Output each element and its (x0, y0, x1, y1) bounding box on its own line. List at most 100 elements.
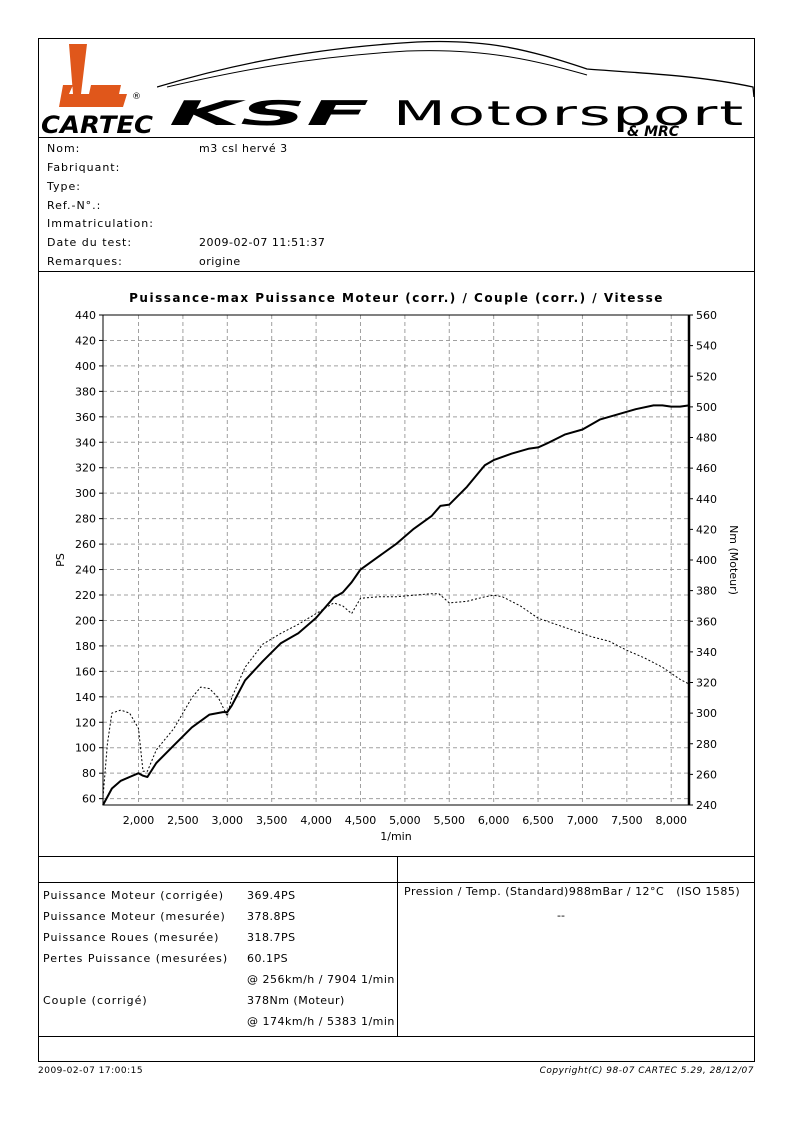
chart-divider (39, 856, 754, 857)
result-label: Puissance Moteur (corrigée) (43, 889, 225, 902)
result-label: Pertes Puissance (mesurées) (43, 952, 229, 965)
y-right-tick-label: 280 (696, 738, 717, 751)
y-left-tick-label: 220 (75, 589, 96, 602)
footer-timestamp: 2009-02-07 17:00:15 (38, 1066, 144, 1076)
y-left-tick-label: 400 (75, 360, 96, 373)
pressure-label: Pression / Temp. (Standard) (404, 885, 569, 898)
results-bottom-divider (39, 1036, 754, 1037)
y-axis-label-left: PS (54, 553, 67, 567)
cartec-logo-text: CARTEC (41, 111, 153, 137)
footer-copyright: Copyright(C) 98-07 CARTEC 5.29, 28/12/07 (539, 1066, 754, 1076)
y-left-tick-label: 380 (75, 385, 96, 398)
power-series-line (102, 404, 690, 806)
info-value-remarques: origine (199, 255, 241, 268)
x-tick-label: 3,500 (256, 814, 288, 827)
y-right-tick-label: 260 (696, 768, 717, 781)
y-right-tick-label: 240 (696, 799, 717, 812)
result-label: Puissance Moteur (mesurée) (43, 910, 226, 923)
y-right-tick-label: 320 (696, 677, 717, 690)
dyno-chart: 2,000 2,500 3,000 3,500 4,000 4,500 5,000 5,500… (54, 309, 740, 843)
x-tick-label: 4,500 (345, 814, 377, 827)
y-right-tick-label: 460 (696, 462, 717, 475)
registered-mark: ® (132, 92, 141, 102)
pressure-dash: -- (557, 909, 565, 922)
iso-standard: (ISO 1585) (676, 885, 741, 898)
y-left-tick-label: 320 (75, 462, 96, 475)
info-label-date: Date du test: (47, 236, 133, 249)
car-silhouette-outline (157, 40, 755, 98)
y-left-tick-label: 80 (82, 767, 96, 780)
y-right-tick-label: 360 (696, 615, 717, 628)
car-silhouette-outline-inner (166, 50, 588, 88)
x-axis-label: 1/min (380, 830, 411, 843)
y-left-tick-label: 280 (75, 513, 96, 526)
pressure-value: 988mBar / 12°C (568, 885, 665, 898)
result-value: 378Nm (Moteur) (247, 994, 345, 1007)
y-right-tick-label: 520 (696, 370, 717, 383)
y-left-tick-label: 100 (75, 742, 96, 755)
y-left-tick-label: 160 (75, 665, 96, 678)
y-left-tick-label: 300 (75, 487, 96, 500)
y-left-tick-label: 140 (75, 691, 96, 704)
y-left-tick-label: 340 (75, 436, 96, 449)
y-right-tick-label: 400 (696, 554, 717, 567)
header-divider (39, 137, 754, 138)
report-frame: ® CARTEC KSF Motorsport & MRC Nom: m3 cs… (38, 38, 755, 1062)
torque-series-line (102, 593, 690, 798)
cartec-logo: ® CARTEC (41, 44, 153, 137)
y-axis-label-right: Nm (Moteur) (727, 525, 740, 595)
result-value: @ 174km/h / 5383 1/min (247, 1015, 395, 1028)
x-tick-label: 6,500 (522, 814, 554, 827)
y-right-tick-label: 560 (696, 309, 717, 322)
y-left-tick-label: 180 (75, 640, 96, 653)
x-tick-label: 5,000 (389, 814, 421, 827)
mrc-logo-text: & MRC (627, 124, 680, 137)
y-left-tick-label: 240 (75, 564, 96, 577)
y-left-tick-label: 440 (75, 309, 96, 322)
y-left-tick-label: 200 (75, 614, 96, 627)
result-label: Puissance Roues (mesurée) (43, 931, 220, 944)
motorsport-logo-text: Motorsport (393, 94, 745, 134)
results-top-divider (39, 882, 754, 883)
y-right-tick-label: 340 (696, 646, 717, 659)
x-tick-label: 2,000 (123, 814, 155, 827)
ksf-logo-text: KSF (169, 94, 369, 134)
info-label-immatriculation: Immatriculation: (47, 217, 154, 230)
result-label: Couple (corrigé) (43, 994, 148, 1007)
pressure-line: Pression / Temp. (Standard)988mBar / 12°… (404, 885, 740, 898)
result-value: 60.1PS (247, 952, 289, 965)
result-value: 369.4PS (247, 889, 296, 902)
result-value: 378.8PS (247, 910, 296, 923)
y-left-tick-label: 120 (75, 716, 96, 729)
info-label-ref: Ref.-N°.: (47, 199, 102, 212)
info-value-date: 2009-02-07 11:51:37 (199, 236, 326, 249)
y-right-tick-label: 500 (696, 401, 717, 414)
plot-area-frame (102, 314, 690, 806)
cartec-logo-mark (59, 44, 127, 107)
y-right-tick-label: 380 (696, 585, 717, 598)
ksf-motorsport-logo: KSF Motorsport & MRC (157, 40, 755, 137)
x-tick-label: 8,000 (655, 814, 687, 827)
y-right-tick-label: 440 (696, 493, 717, 506)
y-left-tick-label: 360 (75, 411, 96, 424)
y-left-tick-label: 60 (82, 793, 96, 806)
results-column-divider (397, 856, 398, 1037)
info-divider (39, 271, 754, 272)
x-tick-label: 2,500 (167, 814, 199, 827)
y-right-tick-label: 480 (696, 432, 717, 445)
x-tick-label: 7,500 (611, 814, 643, 827)
x-tick-label: 5,500 (434, 814, 466, 827)
y-left-tick-label: 420 (75, 334, 96, 347)
y-right-tick-label: 300 (696, 707, 717, 720)
result-value: 318.7PS (247, 931, 296, 944)
info-label-type: Type: (47, 180, 81, 193)
x-tick-label: 7,000 (567, 814, 599, 827)
chart-title: Puissance-max Puissance Moteur (corr.) /… (129, 291, 664, 305)
x-tick-label: 6,000 (478, 814, 510, 827)
y-right-tick-label: 540 (696, 340, 717, 353)
info-label-nom: Nom: (47, 142, 81, 155)
result-value: @ 256km/h / 7904 1/min (247, 973, 395, 986)
x-tick-label: 4,000 (300, 814, 332, 827)
info-label-fabriquant: Fabriquant: (47, 161, 121, 174)
cartec-logo-mark-inner (89, 85, 121, 94)
